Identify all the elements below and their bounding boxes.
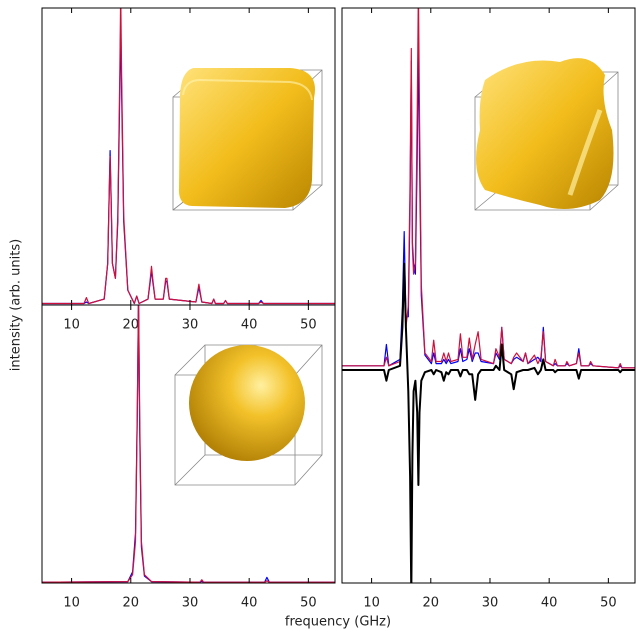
x-axis-label: frequency (GHz): [285, 615, 391, 630]
x-tick-label: 10: [63, 596, 80, 611]
figure: frequency (GHz) intensity (arb. units) 1…: [0, 0, 636, 631]
inset-sphere: [175, 345, 322, 485]
x-tick-label: 30: [182, 318, 199, 333]
x-tick-label: 50: [300, 318, 317, 333]
x-tick-label: 20: [123, 318, 140, 333]
x-tick-label: 40: [541, 596, 558, 611]
x-tick-label: 30: [182, 596, 199, 611]
panel-frame: [42, 305, 335, 583]
x-tick-label: 30: [482, 596, 499, 611]
x-tick-label: 20: [123, 596, 140, 611]
x-tick-label: 10: [363, 596, 380, 611]
x-tick-label: 50: [600, 596, 617, 611]
inset-cube: [173, 68, 322, 210]
x-tick-label: 10: [63, 318, 80, 333]
x-tick-label: 20: [423, 596, 440, 611]
y-axis-label: intensity (arb. units): [9, 239, 24, 371]
inset-blob: [475, 58, 618, 210]
x-tick-label: 40: [241, 318, 258, 333]
spectrum-line: [342, 264, 635, 594]
x-tick-label: 50: [300, 596, 317, 611]
x-tick-label: 40: [241, 596, 258, 611]
